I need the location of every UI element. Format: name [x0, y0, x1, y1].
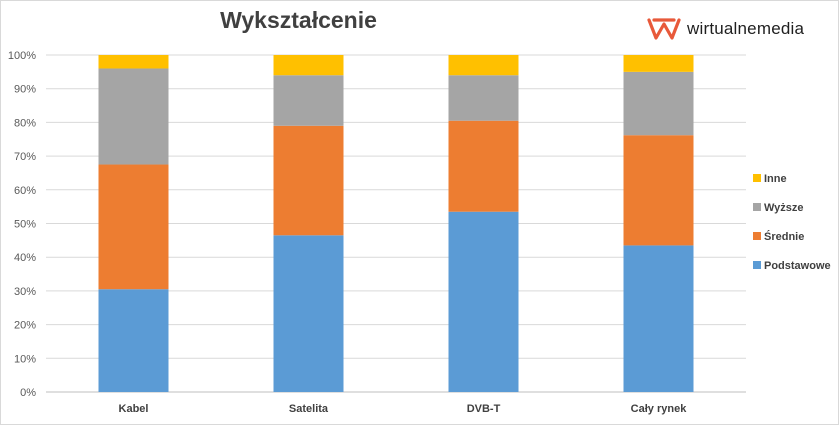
bar-segment-podstawowe — [98, 289, 169, 392]
bar-segment-średnie — [98, 164, 169, 290]
legend-swatch — [753, 174, 761, 182]
bar-segment-średnie — [448, 120, 519, 212]
x-category-label: Satelita — [289, 403, 329, 415]
bar-segment-inne — [98, 55, 169, 69]
y-tick-label: 30% — [14, 286, 36, 298]
wirtualnemedia-logo-icon — [647, 18, 681, 40]
y-tick-label: 40% — [14, 252, 36, 264]
y-tick-label: 90% — [14, 84, 36, 96]
brand-logo: wirtualnemedia — [647, 15, 804, 43]
y-tick-label: 10% — [14, 353, 36, 365]
x-category-label: DVB-T — [467, 403, 501, 415]
legend-label: Inne — [764, 173, 787, 185]
legend-label: Wyższe — [764, 202, 804, 214]
bar-segment-podstawowe — [623, 245, 694, 392]
x-category-label: Cały rynek — [631, 403, 688, 415]
legend-swatch — [753, 203, 761, 211]
y-tick-label: 20% — [14, 320, 36, 332]
bar-segment-wyższe — [273, 75, 344, 126]
x-category-label: Kabel — [119, 403, 149, 415]
bar-segment-inne — [623, 55, 694, 72]
bar-segment-inne — [448, 55, 519, 76]
bar-segment-podstawowe — [448, 211, 519, 392]
y-tick-label: 50% — [14, 219, 36, 231]
bar-segment-średnie — [273, 125, 344, 236]
y-tick-label: 80% — [14, 117, 36, 129]
brand-name: wirtualnemedia — [687, 19, 805, 38]
y-tick-label: 60% — [14, 185, 36, 197]
bar-segment-wyższe — [448, 75, 519, 121]
y-tick-label: 70% — [14, 151, 36, 163]
y-tick-label: 100% — [8, 50, 36, 62]
legend-swatch — [753, 232, 761, 240]
bar-segment-inne — [273, 55, 344, 76]
y-tick-label: 0% — [20, 387, 36, 399]
legend-swatch — [753, 261, 761, 269]
legend-label: Podstawowe — [764, 260, 831, 272]
chart-title: Wykształcenie — [220, 7, 377, 33]
legend-label: Średnie — [764, 230, 804, 243]
bar-segment-podstawowe — [273, 235, 344, 392]
bar-segment-średnie — [623, 135, 694, 246]
bar-segment-wyższe — [623, 71, 694, 136]
bar-segment-wyższe — [98, 68, 169, 165]
